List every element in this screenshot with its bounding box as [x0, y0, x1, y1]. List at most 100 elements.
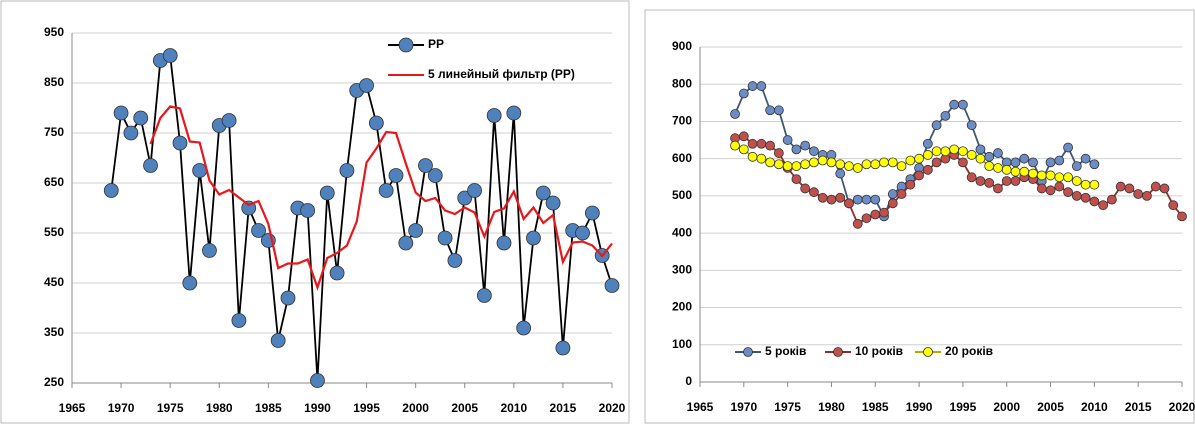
- marker: [584, 205, 600, 221]
- marker: [896, 189, 907, 199]
- marker: [427, 168, 443, 183]
- marker: [1010, 157, 1021, 168]
- x-tick-label: 2000: [993, 400, 1020, 414]
- marker: [1036, 183, 1047, 194]
- marker: [756, 138, 767, 149]
- marker: [496, 235, 512, 251]
- marker: [817, 155, 828, 166]
- marker: [852, 194, 863, 205]
- marker: [1063, 142, 1073, 153]
- y-tick-label: 350: [44, 325, 64, 339]
- marker: [1098, 200, 1109, 211]
- x-tick-label: 1965: [687, 400, 714, 414]
- marker: [1071, 190, 1082, 201]
- marker: [931, 120, 942, 131]
- y-tick-label: 800: [672, 76, 692, 90]
- y-tick-label: 300: [672, 263, 692, 277]
- marker: [221, 113, 237, 128]
- marker: [791, 174, 802, 185]
- marker: [870, 159, 881, 170]
- marker: [826, 194, 837, 205]
- marker: [202, 243, 217, 258]
- y-tick-label: 400: [672, 225, 692, 239]
- marker: [747, 151, 758, 162]
- y-tick-label: 500: [672, 188, 692, 202]
- marker: [506, 105, 522, 121]
- marker: [270, 333, 286, 348]
- x-tick-label: 1970: [108, 401, 135, 415]
- marker: [1142, 190, 1152, 201]
- marker: [1028, 157, 1038, 168]
- marker: [1089, 179, 1100, 190]
- marker: [526, 230, 541, 246]
- marker: [1150, 181, 1161, 192]
- x-tick-label: 1985: [255, 401, 282, 415]
- series-line: [149, 105, 613, 291]
- y-tick-label: 0: [685, 374, 692, 388]
- marker: [773, 159, 784, 170]
- marker: [966, 150, 977, 160]
- marker: [931, 157, 942, 168]
- legend-marker: [923, 347, 933, 357]
- y-tick-label: 250: [44, 375, 64, 389]
- marker: [143, 158, 158, 173]
- y-tick-label: 600: [672, 151, 692, 165]
- right-panel: [644, 9, 1195, 424]
- y-tick-label: 750: [44, 125, 64, 139]
- marker: [817, 192, 828, 203]
- marker: [993, 163, 1003, 173]
- marker: [1063, 172, 1073, 183]
- marker: [756, 153, 767, 164]
- marker: [1001, 176, 1012, 186]
- marker: [516, 320, 532, 336]
- marker: [1133, 189, 1144, 199]
- marker: [905, 155, 916, 166]
- marker: [476, 288, 492, 303]
- marker: [280, 290, 296, 306]
- marker: [931, 146, 942, 157]
- marker: [368, 115, 384, 131]
- marker: [1168, 200, 1179, 211]
- marker: [765, 140, 776, 151]
- marker: [730, 109, 740, 119]
- marker: [747, 81, 758, 91]
- marker: [738, 88, 749, 99]
- marker: [359, 78, 374, 93]
- marker: [993, 148, 1003, 158]
- marker: [984, 177, 995, 188]
- x-tick-label: 2000: [402, 401, 429, 415]
- marker: [1019, 153, 1030, 164]
- marker: [555, 340, 571, 356]
- marker: [800, 183, 811, 194]
- legend-label: 5 років: [765, 344, 806, 358]
- marker: [835, 168, 846, 179]
- marker: [1054, 155, 1065, 166]
- marker: [1010, 176, 1021, 186]
- x-tick-label: 2015: [1125, 400, 1152, 414]
- marker: [835, 192, 846, 203]
- marker: [984, 151, 995, 162]
- marker: [993, 183, 1003, 194]
- x-tick-label: 1970: [730, 400, 757, 414]
- marker: [844, 161, 854, 172]
- marker: [300, 203, 316, 218]
- marker: [984, 161, 995, 172]
- x-tick-label: 1990: [304, 401, 331, 415]
- marker: [773, 105, 784, 116]
- marker: [966, 120, 977, 131]
- marker: [852, 218, 863, 229]
- y-tick-label: 200: [672, 300, 692, 314]
- legend-marker: [398, 37, 414, 53]
- marker: [791, 144, 802, 155]
- marker: [251, 223, 266, 238]
- marker: [773, 148, 784, 158]
- marker: [861, 213, 872, 224]
- marker: [844, 198, 854, 209]
- x-tick-label: 2005: [1037, 400, 1064, 414]
- marker: [1115, 181, 1126, 192]
- marker: [800, 140, 811, 151]
- marker: [809, 157, 819, 168]
- marker: [1080, 192, 1091, 203]
- marker: [1080, 153, 1091, 164]
- legend-label: 20 років: [945, 344, 993, 358]
